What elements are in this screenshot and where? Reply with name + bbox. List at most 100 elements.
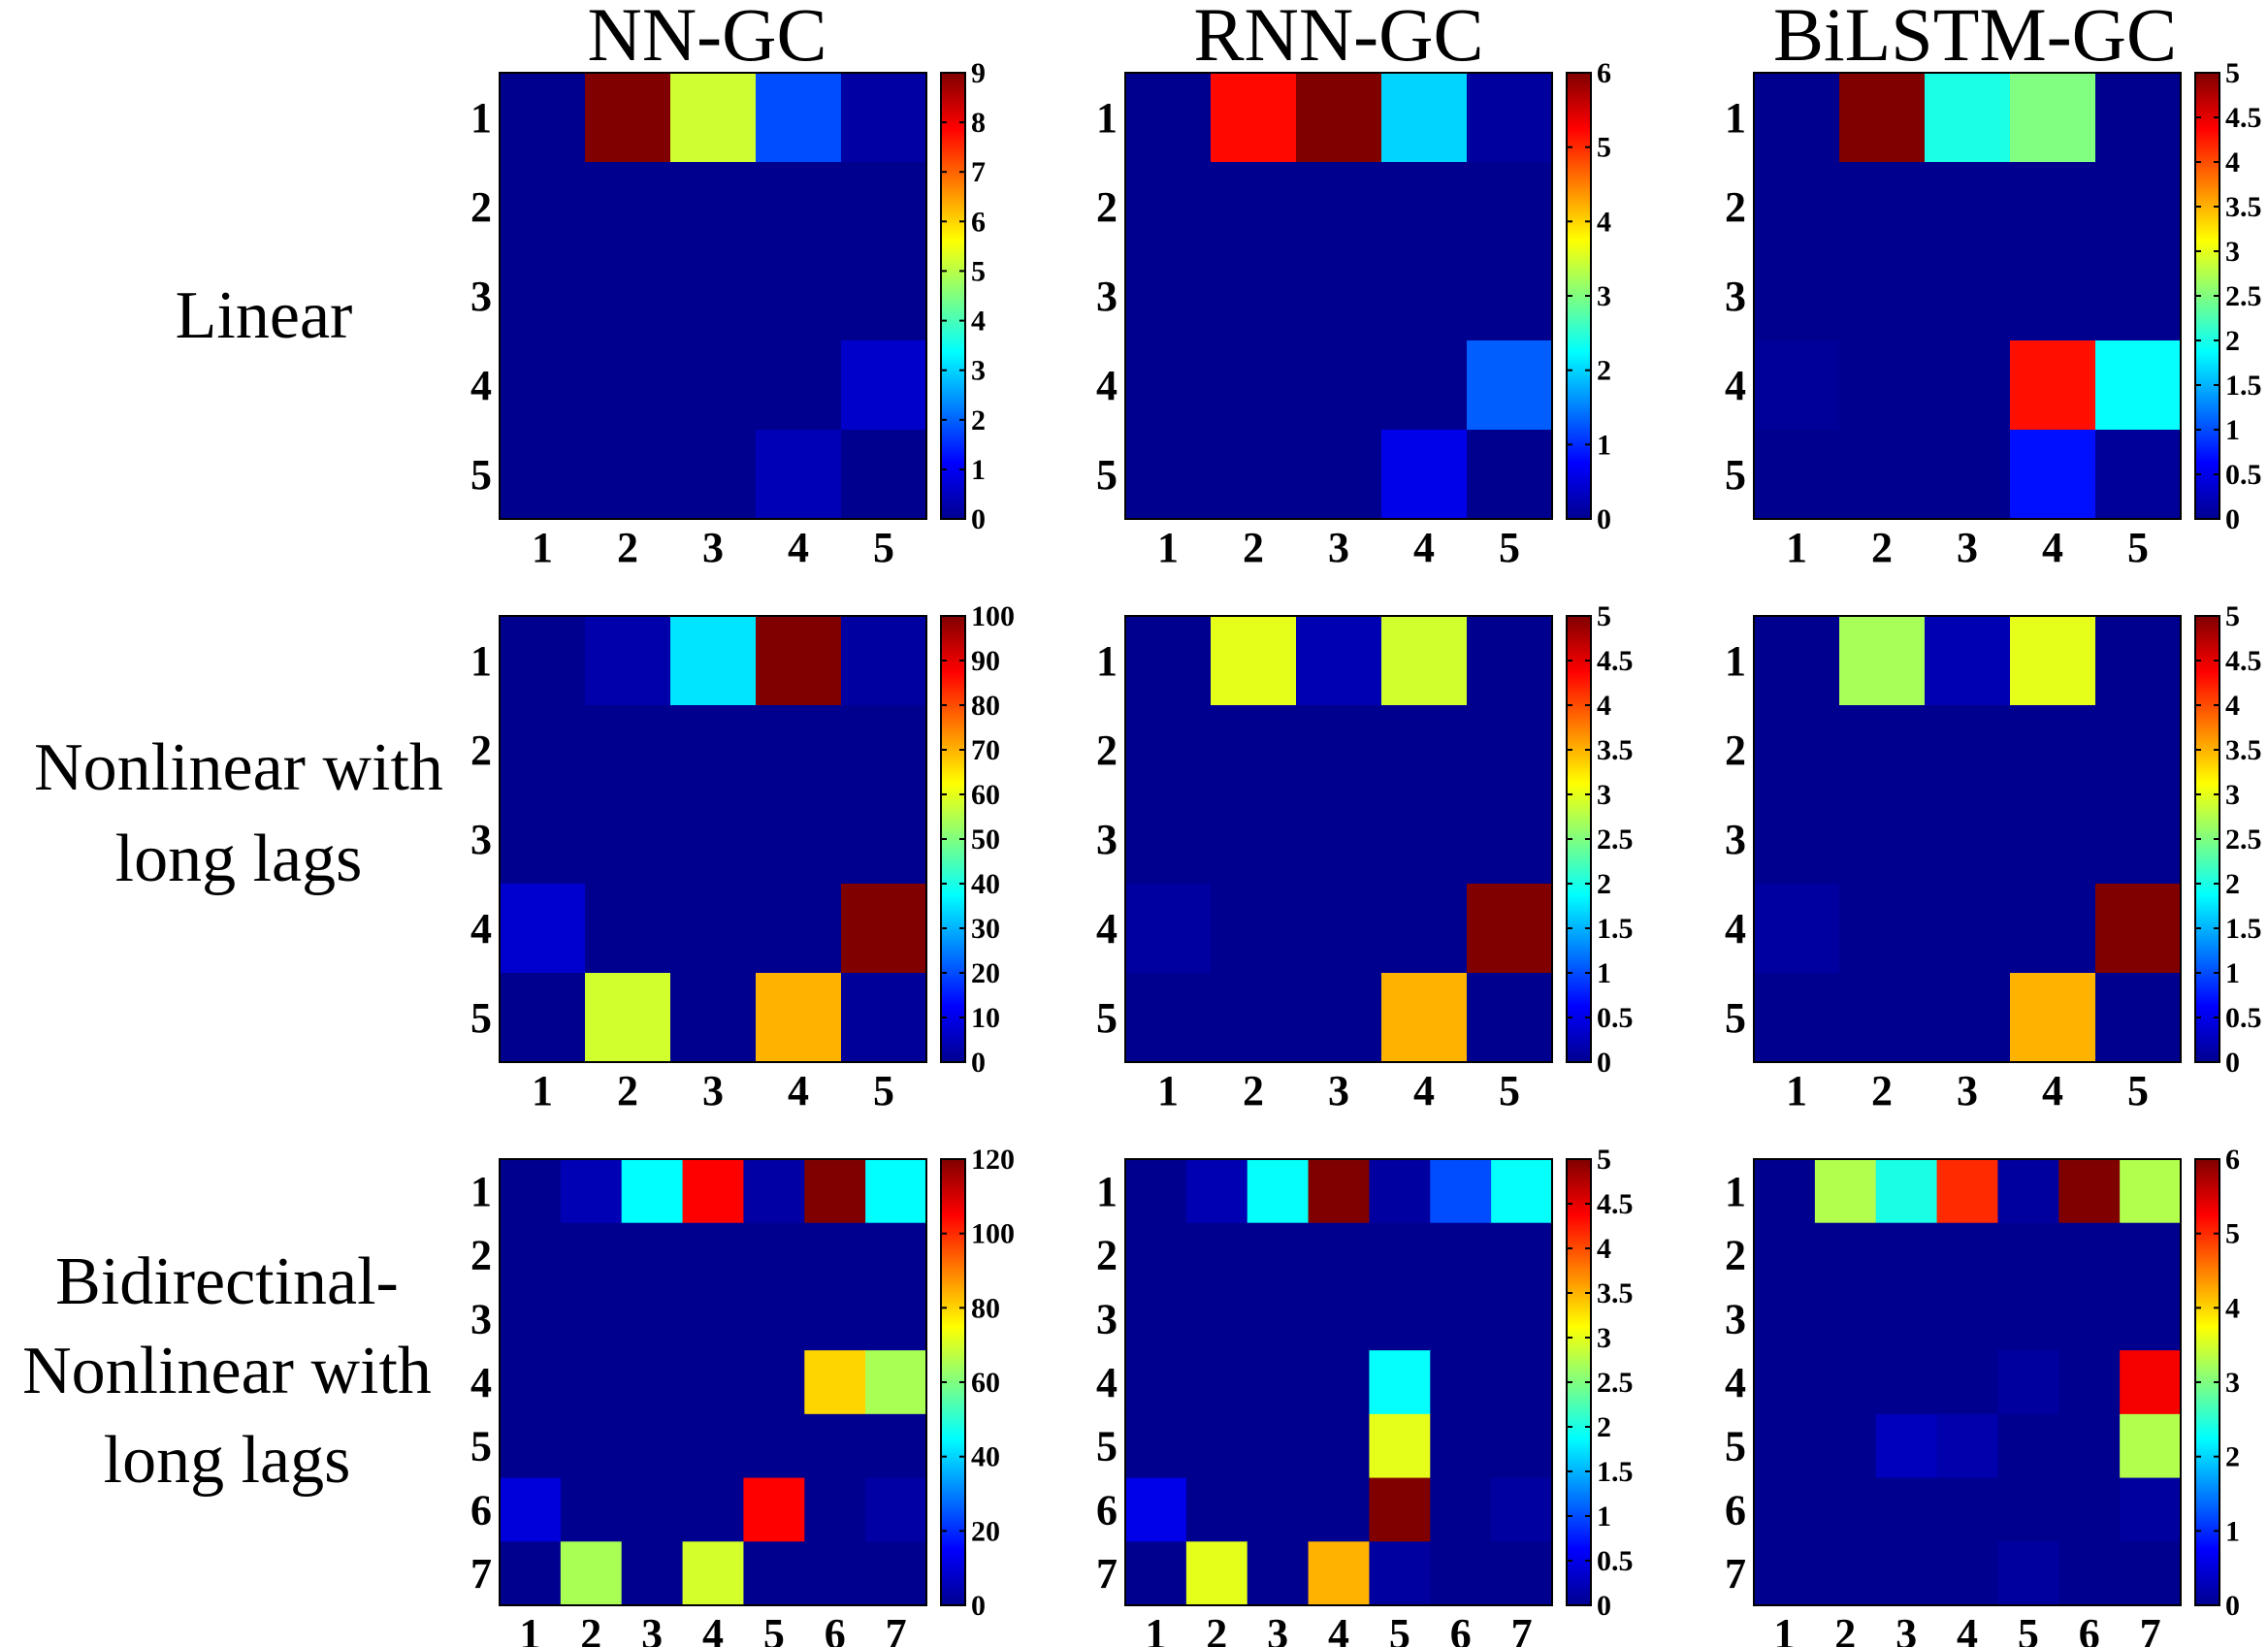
colorbar-tick-label: 0: [971, 503, 986, 535]
heatmap-cell: [1875, 1350, 1938, 1415]
heatmap-cell: [841, 430, 927, 520]
heatmap-cell: [743, 1477, 805, 1542]
heatmap-cell: [1296, 794, 1382, 885]
heatmap-cell: [500, 1159, 562, 1224]
heatmap-cell: [1754, 973, 1840, 1063]
heatmap-cell: [585, 251, 671, 341]
colorbar-tick-label: 80: [971, 690, 1000, 722]
heatmap-cell: [1754, 616, 1840, 706]
colorbar-tick-label: 3.5: [1597, 1277, 1634, 1309]
heatmap-cell: [1875, 1159, 1938, 1224]
heatmap-cell: [1381, 616, 1468, 706]
row-label-nonlinear-line1: Nonlinear with: [34, 730, 443, 805]
heatmap-cell: [1430, 1286, 1492, 1351]
y-tick-label: 5: [470, 451, 492, 499]
heatmap-cell: [1296, 973, 1382, 1063]
heatmap-cell: [585, 340, 671, 431]
heatmap-cell: [1125, 616, 1212, 706]
y-tick-label: 2: [1725, 1232, 1746, 1279]
y-tick-label: 4: [1725, 362, 1746, 409]
colorbar-tick-label: 0.5: [2225, 459, 2262, 491]
heatmap-cell: [670, 616, 757, 706]
colorbar-tick-label: 1.5: [2225, 370, 2262, 402]
heatmap-cell: [1997, 1222, 2059, 1288]
heatmap-cell: [560, 1350, 623, 1415]
heatmap-cell: [1936, 1222, 1999, 1288]
heatmap-cell: [1381, 430, 1468, 520]
colorbar-tick-label: 1.5: [1597, 913, 1634, 945]
heatmap-cell: [2010, 251, 2096, 341]
heatmap-cell: [670, 340, 757, 431]
heatmap-cell: [1369, 1477, 1431, 1542]
heatmap-cell: [743, 1541, 805, 1606]
heatmap-cell: [2010, 162, 2096, 252]
colorbar-tick-label: 3.5: [2225, 734, 2262, 766]
heatmap-cell: [1211, 251, 1297, 341]
colorbar-tick-label: 5: [1597, 1144, 1611, 1176]
y-tick-label: 4: [1725, 1359, 1746, 1406]
column-title-nn-gc: NN-GC: [588, 0, 827, 77]
heatmap-cell: [1185, 1286, 1248, 1351]
colorbar-tick-label: 1.5: [1597, 1456, 1634, 1488]
heatmap-cell: [560, 1541, 623, 1606]
colorbar-tick-label: 4: [2225, 690, 2240, 722]
heatmap-cell: [841, 794, 927, 885]
y-tick-label: 4: [470, 1359, 492, 1406]
colorbar-tick-label: 60: [971, 779, 1000, 811]
heatmap-cell: [2010, 340, 2096, 431]
heatmap-cell: [670, 794, 757, 885]
heatmap-cell: [621, 1222, 684, 1288]
heatmap-cell: [500, 340, 586, 431]
heatmap-cell: [1296, 705, 1382, 795]
heatmap-cell: [756, 616, 842, 706]
heatmap-cell: [585, 973, 671, 1063]
heatmap-cell: [756, 251, 842, 341]
colorbar-tick-label: 6: [2225, 1144, 2240, 1176]
heatmap-cell: [1839, 73, 1926, 163]
heatmap-cell: [2095, 73, 2182, 163]
x-tick-label: 1: [1786, 524, 1807, 571]
x-tick-label: 4: [1957, 1610, 1978, 1647]
heatmap-cell: [1308, 1159, 1371, 1224]
heatmap-cell: [1491, 1159, 1553, 1224]
x-tick-label: 4: [1413, 524, 1435, 571]
heatmap-cell: [2095, 616, 2182, 706]
heatmap-cell: [1247, 1350, 1310, 1415]
heatmap-cell: [1754, 705, 1840, 795]
x-tick-label: 2: [617, 524, 638, 571]
heatmap-cell: [1211, 973, 1297, 1063]
x-tick-label: 4: [788, 524, 809, 571]
colorbar-tick-label: 3: [971, 355, 986, 387]
heatmap-cell: [865, 1286, 927, 1351]
heatmap-cell: [1925, 251, 2011, 341]
heatmap-cell: [1125, 1413, 1187, 1479]
heatmap-cell: [1381, 884, 1468, 974]
colorbar-tick-label: 5: [2225, 57, 2240, 89]
colorbar-tick-label: 4.5: [1597, 645, 1634, 677]
colorbar-tick-label: 0: [2225, 1047, 2240, 1079]
heatmap-cell: [1125, 1541, 1187, 1606]
heatmap-cell: [2058, 1413, 2121, 1479]
x-tick-label: 1: [1773, 1610, 1795, 1647]
x-tick-label: 7: [2140, 1610, 2161, 1647]
colorbar-tick-label: 5: [971, 255, 986, 287]
y-tick-label: 4: [1096, 362, 1118, 409]
colorbar-tick-label: 1: [2225, 957, 2240, 989]
heatmap-cell: [1814, 1159, 1877, 1224]
heatmap-cell: [1381, 340, 1468, 431]
heatmap-cell: [500, 1222, 562, 1288]
heatmap-cell: [1997, 1350, 2059, 1415]
colorbar-tick-label: 6: [971, 206, 986, 238]
colorbar-tick-label: 1: [1597, 429, 1611, 461]
x-tick-label: 6: [2079, 1610, 2100, 1647]
x-tick-label: 5: [873, 1067, 894, 1114]
heatmap-cell: [1185, 1413, 1248, 1479]
colorbar-tick-label: 1.5: [2225, 913, 2262, 945]
heatmap-cell: [1381, 705, 1468, 795]
colorbar-tick-label: 5: [2225, 600, 2240, 632]
colorbar: [941, 73, 965, 519]
y-tick-label: 5: [1096, 451, 1118, 499]
colorbar-tick-label: 2: [1597, 868, 1611, 900]
heatmap-panels: 1122334455012345678911223344550123456112…: [470, 57, 2262, 1647]
